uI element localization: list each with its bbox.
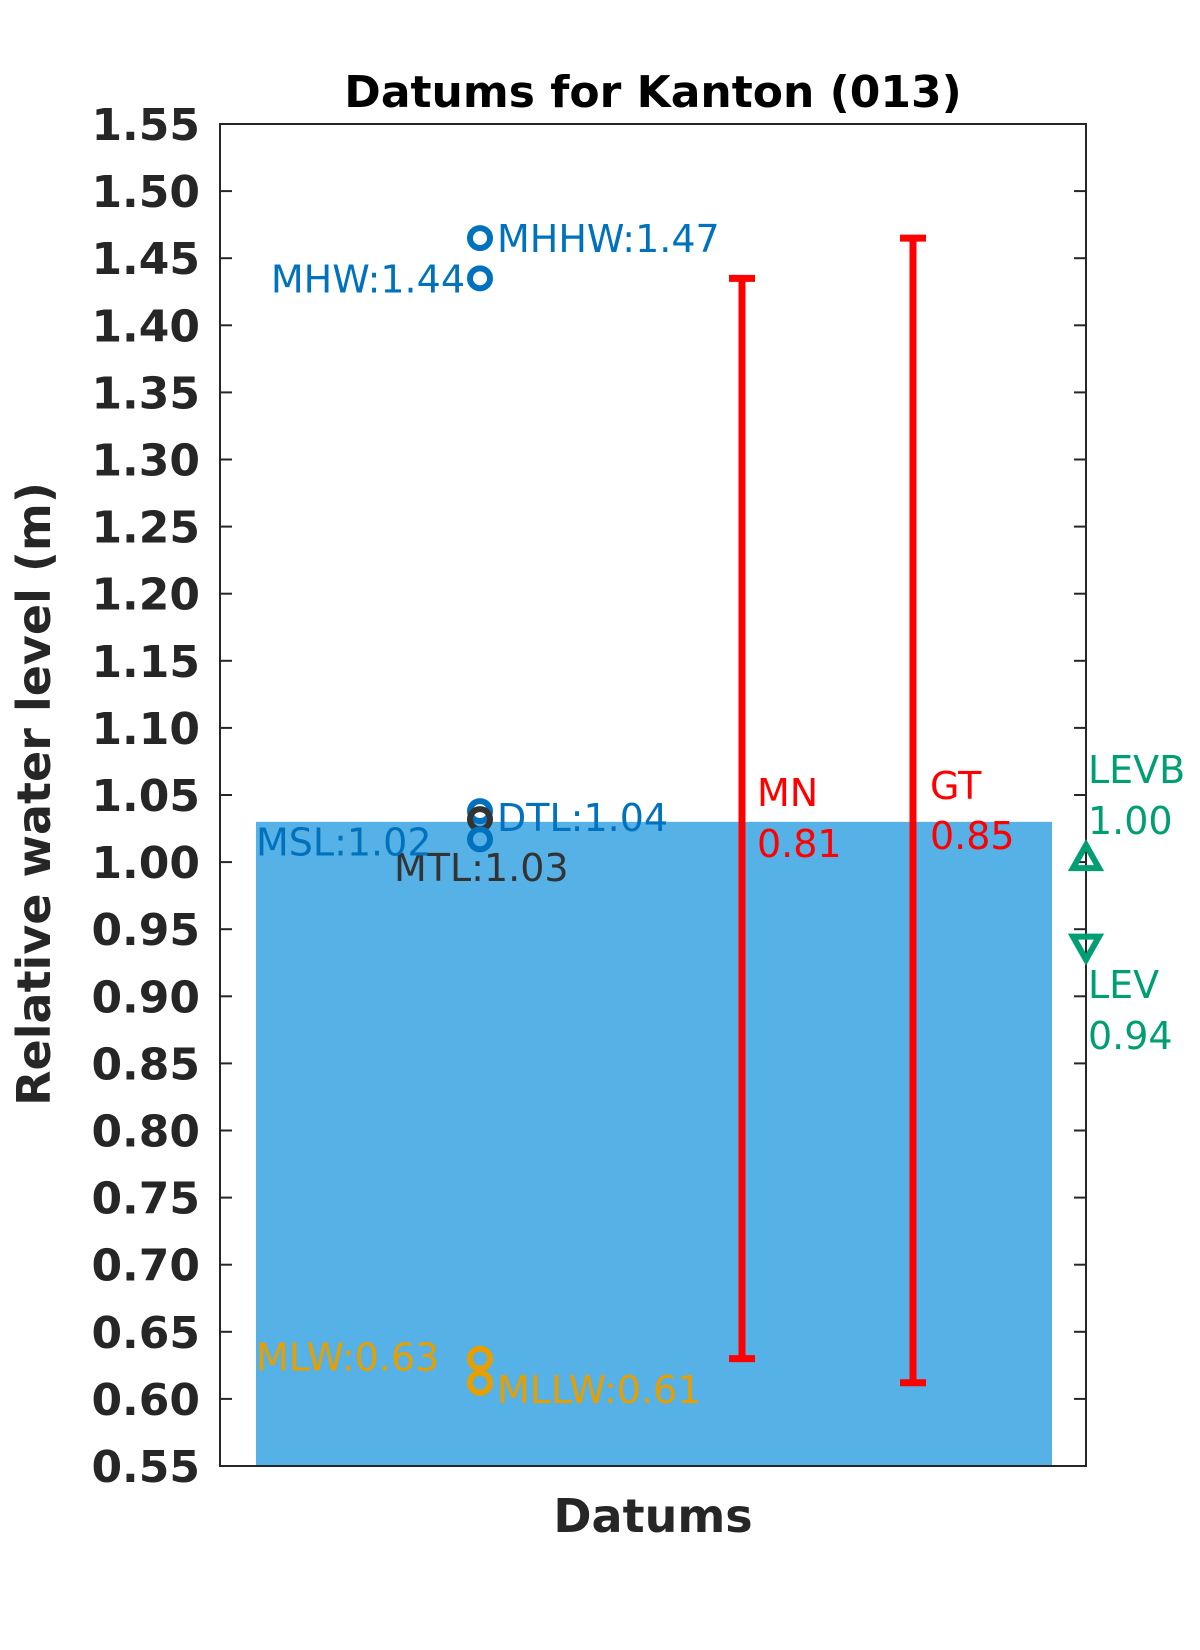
- mn-label-value: 0.81: [757, 822, 842, 866]
- y-tick-label: 0.80: [91, 1107, 200, 1158]
- lev-marker: [1067, 933, 1105, 966]
- y-tick-label: 1.05: [91, 771, 200, 822]
- y-tick-label: 1.35: [91, 368, 200, 419]
- datum-label-mhw: MHW:1.44: [271, 257, 465, 301]
- y-tick-label: 1.20: [91, 570, 200, 621]
- levb-marker: [1067, 838, 1105, 872]
- gt-label-value: 0.85: [930, 814, 1015, 858]
- plot-area: 0.55 0.60 0.65 0.70 0.75 0.80 0.85 0.90 0.95 1.00…: [91, 100, 1185, 1493]
- datum-marker-mhhw: [467, 225, 493, 252]
- datum-label-mtl: MTL:1.03: [394, 846, 569, 890]
- mn-label-name: MN: [757, 771, 818, 815]
- y-tick-label: 0.90: [91, 972, 200, 1023]
- y-tick-label: 1.40: [91, 301, 200, 352]
- datum-label-msl: MSL:1.02: [256, 820, 432, 864]
- levb-label-name: LEVB: [1088, 748, 1185, 792]
- y-tick-label: 0.95: [91, 905, 200, 956]
- water-level-fill: [256, 821, 1052, 1466]
- y-tick-label: 0.60: [91, 1375, 200, 1426]
- y-tick-label: 1.55: [91, 100, 200, 151]
- datum-marker-mlw: [467, 1345, 493, 1372]
- datum-marker-mhw: [467, 265, 493, 292]
- y-tick-label: 1.10: [91, 704, 200, 755]
- y-tick-label: 1.00: [91, 838, 200, 889]
- y-tick-label: 0.70: [91, 1241, 200, 1292]
- x-axis-label: Datums: [553, 1489, 752, 1543]
- datum-marker-msl: [467, 826, 493, 853]
- datum-label-dtl: DTL:1.04: [497, 796, 668, 840]
- datum-label-mllw: MLLW:0.61: [497, 1368, 701, 1412]
- datum-label-mhhw: MHHW:1.47: [497, 217, 720, 261]
- y-tick-label: 1.50: [91, 167, 200, 218]
- lev-label-value: 0.94: [1088, 1014, 1173, 1058]
- y-tick-label: 1.45: [91, 234, 200, 285]
- chart-title: Datums for Kanton (013): [344, 67, 961, 118]
- levb-label-value: 1.00: [1088, 799, 1173, 843]
- y-tick-label: 0.85: [91, 1039, 200, 1090]
- y-tick-label: 0.55: [91, 1442, 200, 1493]
- y-axis-label: Relative water level (m): [7, 482, 61, 1106]
- y-tick-label: 1.30: [91, 436, 200, 487]
- lev-label-name: LEV: [1088, 963, 1159, 1007]
- y-tick-label: 1.25: [91, 503, 200, 554]
- gt-label-name: GT: [930, 764, 982, 808]
- datum-marker-mllw: [467, 1369, 493, 1396]
- datum-label-mlw: MLW:0.63: [256, 1336, 439, 1380]
- y-tick-label: 1.15: [91, 637, 200, 688]
- y-tick-label: 0.75: [91, 1174, 200, 1225]
- y-tick-label: 0.65: [91, 1308, 200, 1359]
